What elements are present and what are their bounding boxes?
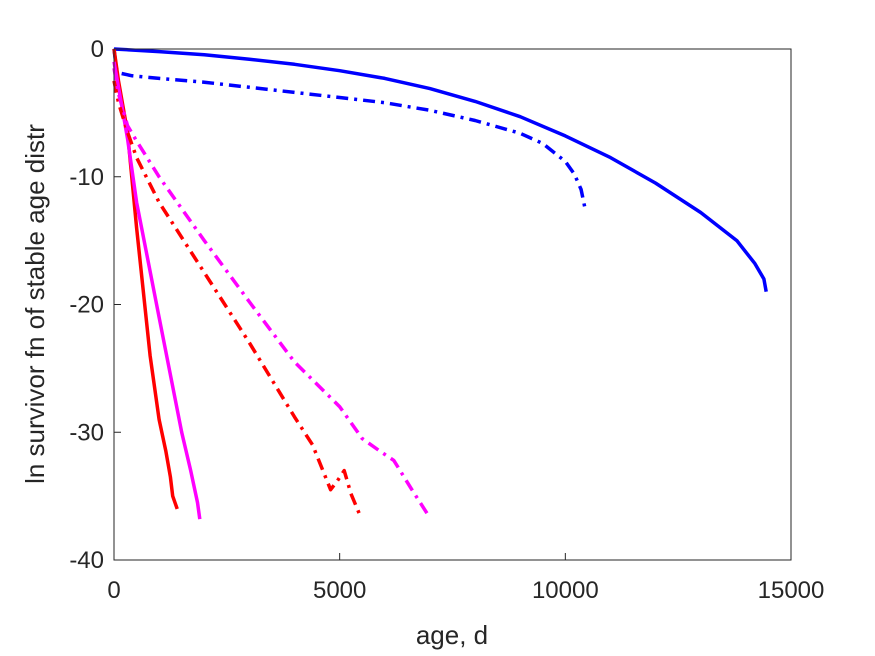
y-axis-title: ln survivor fn of stable age distr — [20, 124, 50, 484]
x-tick-label: 0 — [107, 577, 120, 604]
plot-area — [114, 49, 791, 560]
series-line-2 — [112, 48, 588, 212]
series-line-6 — [112, 67, 432, 519]
y-tick-label: 0 — [91, 36, 104, 63]
series-line-5 — [112, 80, 362, 516]
y-tick-label: -30 — [69, 419, 104, 446]
x-tick-label: 10000 — [532, 577, 599, 604]
series-line-1 — [113, 47, 768, 293]
y-tick-label: -20 — [69, 292, 104, 319]
x-tick-label: 5000 — [313, 577, 366, 604]
series-layer — [112, 47, 768, 520]
y-tick-label: -40 — [69, 547, 104, 574]
x-axis-title: age, d — [416, 620, 488, 650]
x-tick-label: 15000 — [758, 577, 825, 604]
tick-layer: 0 5000 10000 15000 0 -10 -20 -30 -40 — [69, 36, 824, 604]
y-tick-label: -10 — [69, 164, 104, 191]
